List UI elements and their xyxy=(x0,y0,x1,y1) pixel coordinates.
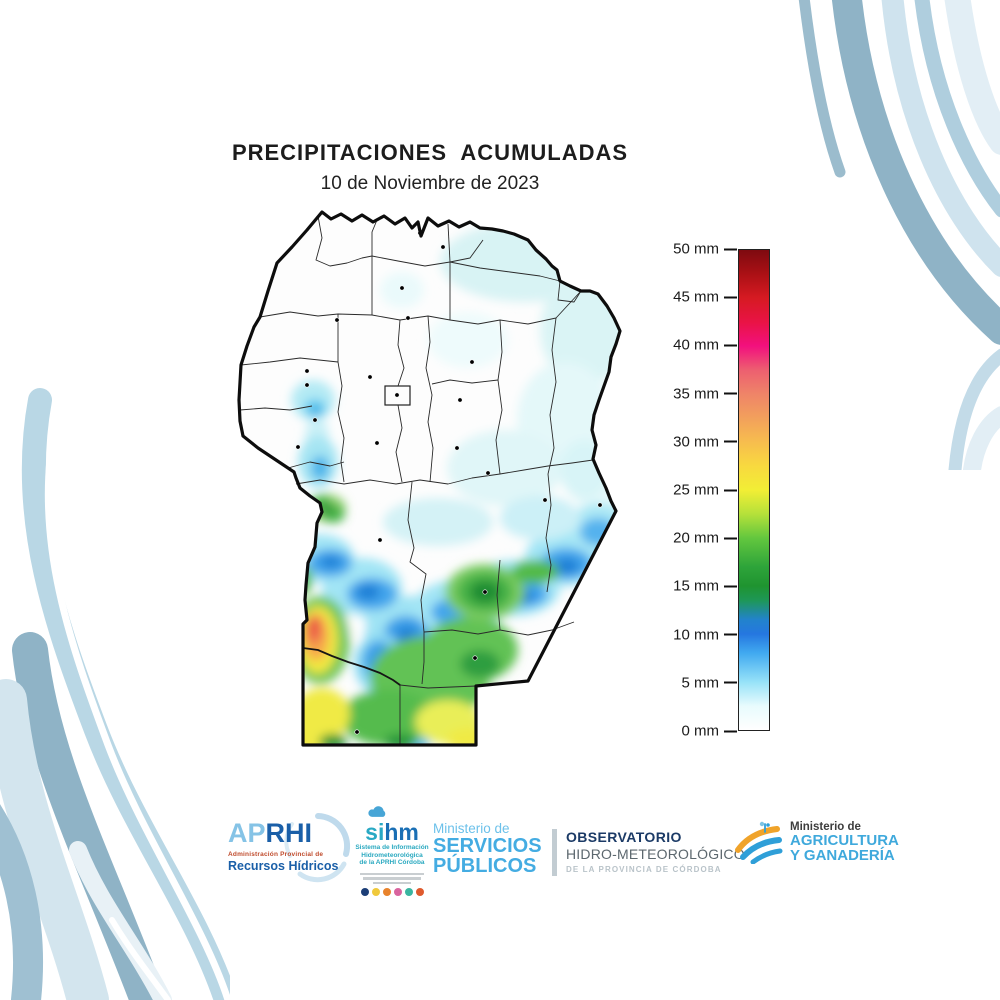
ganaderia-line: Y GANADERÍA xyxy=(790,847,895,864)
sihm-fine-print xyxy=(359,872,425,884)
sihm-name-hm: hm xyxy=(384,819,419,845)
station-dot xyxy=(312,417,318,423)
sihm-badge-dot xyxy=(382,888,391,896)
province-outline xyxy=(237,210,622,747)
sihm-badge-dot xyxy=(404,888,413,896)
sihm-logo: sihm Sistema de Información Hidrometeoro… xyxy=(352,804,432,896)
station-dot xyxy=(454,445,460,451)
colorbar-tick-label: 25 mm xyxy=(673,482,737,499)
sihm-subtitle: Sistema de Información Hidrometeorológic… xyxy=(352,844,432,867)
colorbar-tick-label: 10 mm xyxy=(673,626,737,643)
sihm-partner-badges xyxy=(352,888,432,896)
sihm-name-si: si xyxy=(365,819,385,845)
station-dot xyxy=(482,589,488,595)
aprhi-logo: APRHI Administración Provincial de Recur… xyxy=(228,810,351,894)
agricultura-ministerio-de: Ministerio de xyxy=(790,821,861,833)
sihm-badge-dot xyxy=(371,888,380,896)
station-dot xyxy=(457,397,463,403)
capital-department-box xyxy=(384,385,411,406)
station-dot xyxy=(597,502,603,508)
title-block: PRECIPITACIONES ACUMULADAS 10 de Noviemb… xyxy=(130,140,730,195)
station-dot xyxy=(399,285,405,291)
aprhi-name: APRHI xyxy=(228,818,346,849)
river-boundary xyxy=(302,647,401,686)
colorbar-ticks: 50 mm 45 mm 40 mm 35 mm 30 mm 25 mm 20 mm 15 mm… xyxy=(640,241,737,740)
department-boundaries xyxy=(239,215,594,745)
colorbar-tick-label: 0 mm xyxy=(682,723,737,740)
servicios-line: SERVICIOS xyxy=(433,835,542,857)
colorbar-tick-label: 40 mm xyxy=(673,337,737,354)
station-dot xyxy=(472,655,478,661)
publicos-line: PÚBLICOS xyxy=(433,855,537,877)
station-dot xyxy=(367,374,373,380)
colorbar-tick-label: 50 mm xyxy=(673,241,737,258)
station-dot xyxy=(354,729,360,735)
colorbar-tick-label: 5 mm xyxy=(682,674,737,691)
observatorio-caption: DE LA PROVINCIA DE CÓRDOBA xyxy=(566,865,722,874)
colorbar-tick-label: 15 mm xyxy=(673,578,737,595)
station-dot xyxy=(304,382,310,388)
decorative-wave-left xyxy=(0,388,230,1000)
sihm-subtitle-2: Hidrometeorológica xyxy=(361,851,423,859)
aprhi-name-light: AP xyxy=(228,818,266,848)
ministerio-servicios-publicos-logo: Ministerio de SERVICIOS PÚBLICOS xyxy=(433,821,543,876)
ministerio-agricultura-logo: Ministerio de AGRICULTURA Y GANADERÍA xyxy=(735,820,899,864)
agricultura-line: AGRICULTURA xyxy=(790,832,899,849)
station-dot xyxy=(485,470,491,476)
station-dot xyxy=(469,359,475,365)
colorbar-tick-label: 35 mm xyxy=(673,385,737,402)
station-dot xyxy=(440,244,446,250)
station-dot xyxy=(374,440,380,446)
observatorio-title: OBSERVATORIO xyxy=(566,829,682,845)
colorbar-gradient xyxy=(738,249,770,731)
station-dot xyxy=(295,444,301,450)
sihm-badge-dot xyxy=(360,888,369,896)
servicios-ministerio-de: Ministerio de xyxy=(433,821,510,836)
decorative-wave-top-right xyxy=(798,0,1000,470)
sihm-badge-dot xyxy=(393,888,402,896)
aprhi-subtitle-2: Recursos Hídricos xyxy=(228,859,339,873)
observatorio-subtitle: HIDRO-METEOROLÓGICO xyxy=(566,846,745,862)
field-rows-icon xyxy=(735,821,783,864)
observatorio-divider-bar xyxy=(552,829,557,876)
sihm-badge-dot xyxy=(415,888,424,896)
sihm-subtitle-3: de la APRHI Córdoba xyxy=(359,859,425,866)
precipitation-shading xyxy=(285,222,620,745)
page-date: 10 de Noviembre de 2023 xyxy=(320,173,540,194)
station-dot xyxy=(394,392,400,398)
cloud-icon xyxy=(368,806,386,817)
colorbar-tick-label: 45 mm xyxy=(673,289,737,306)
sihm-name: sihm xyxy=(352,819,432,845)
precipitation-map xyxy=(237,210,622,747)
station-dot xyxy=(304,368,310,374)
colorbar-tick-label: 20 mm xyxy=(673,530,737,547)
page-title: PRECIPITACIONES ACUMULADAS xyxy=(231,140,629,165)
colorbar-tick-label: 30 mm xyxy=(673,433,737,450)
station-dot xyxy=(542,497,548,503)
aprhi-subtitle-1: Administración Provincial de xyxy=(228,851,324,858)
station-dots xyxy=(295,230,603,735)
aprhi-name-dark: RHI xyxy=(265,818,313,848)
observatorio-logo: OBSERVATORIO HIDRO-METEOROLÓGICO DE LA P… xyxy=(552,829,745,876)
sihm-subtitle-1: Sistema de Información xyxy=(355,844,429,851)
station-dot xyxy=(405,315,411,321)
station-dot xyxy=(377,537,383,543)
station-dot xyxy=(334,317,340,323)
aprhi-swirl-icon xyxy=(284,813,351,883)
